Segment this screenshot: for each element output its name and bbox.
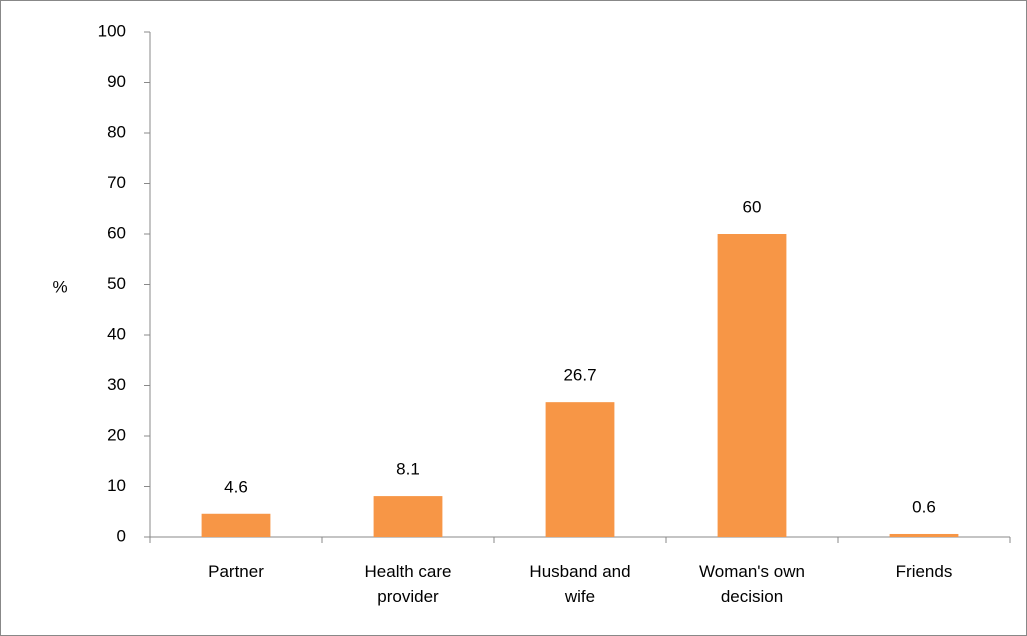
y-tick-label: 10: [107, 476, 126, 495]
bar: [373, 496, 443, 537]
y-tick-label: 100: [98, 21, 126, 40]
y-tick-label: 30: [107, 375, 126, 394]
data-label: 4.6: [224, 477, 248, 496]
bar: [889, 533, 959, 537]
bar: [201, 513, 271, 537]
y-tick-label: 50: [107, 274, 126, 293]
y-tick-label: 20: [107, 425, 126, 444]
bar: [545, 402, 615, 537]
y-tick-label: 60: [107, 223, 126, 242]
bar: [717, 234, 787, 537]
y-tick-label: 90: [107, 72, 126, 91]
y-tick-label: 40: [107, 324, 126, 343]
data-label: 60: [743, 197, 762, 216]
data-label: 26.7: [563, 366, 596, 385]
y-axis-label: %: [52, 277, 67, 296]
data-label: 0.6: [912, 497, 936, 516]
x-tick-label: Woman's own decision: [699, 562, 805, 606]
x-tick-label: Friends: [895, 562, 953, 581]
x-tick-label: Husband and wife: [529, 562, 631, 606]
x-tick-label: Partner: [208, 562, 264, 581]
x-tick-label: Health care provider: [364, 562, 452, 606]
y-tick-label: 70: [107, 173, 126, 192]
y-tick-label: 0: [117, 526, 126, 545]
y-tick-label: 80: [107, 122, 126, 141]
data-label: 8.1: [396, 460, 420, 479]
